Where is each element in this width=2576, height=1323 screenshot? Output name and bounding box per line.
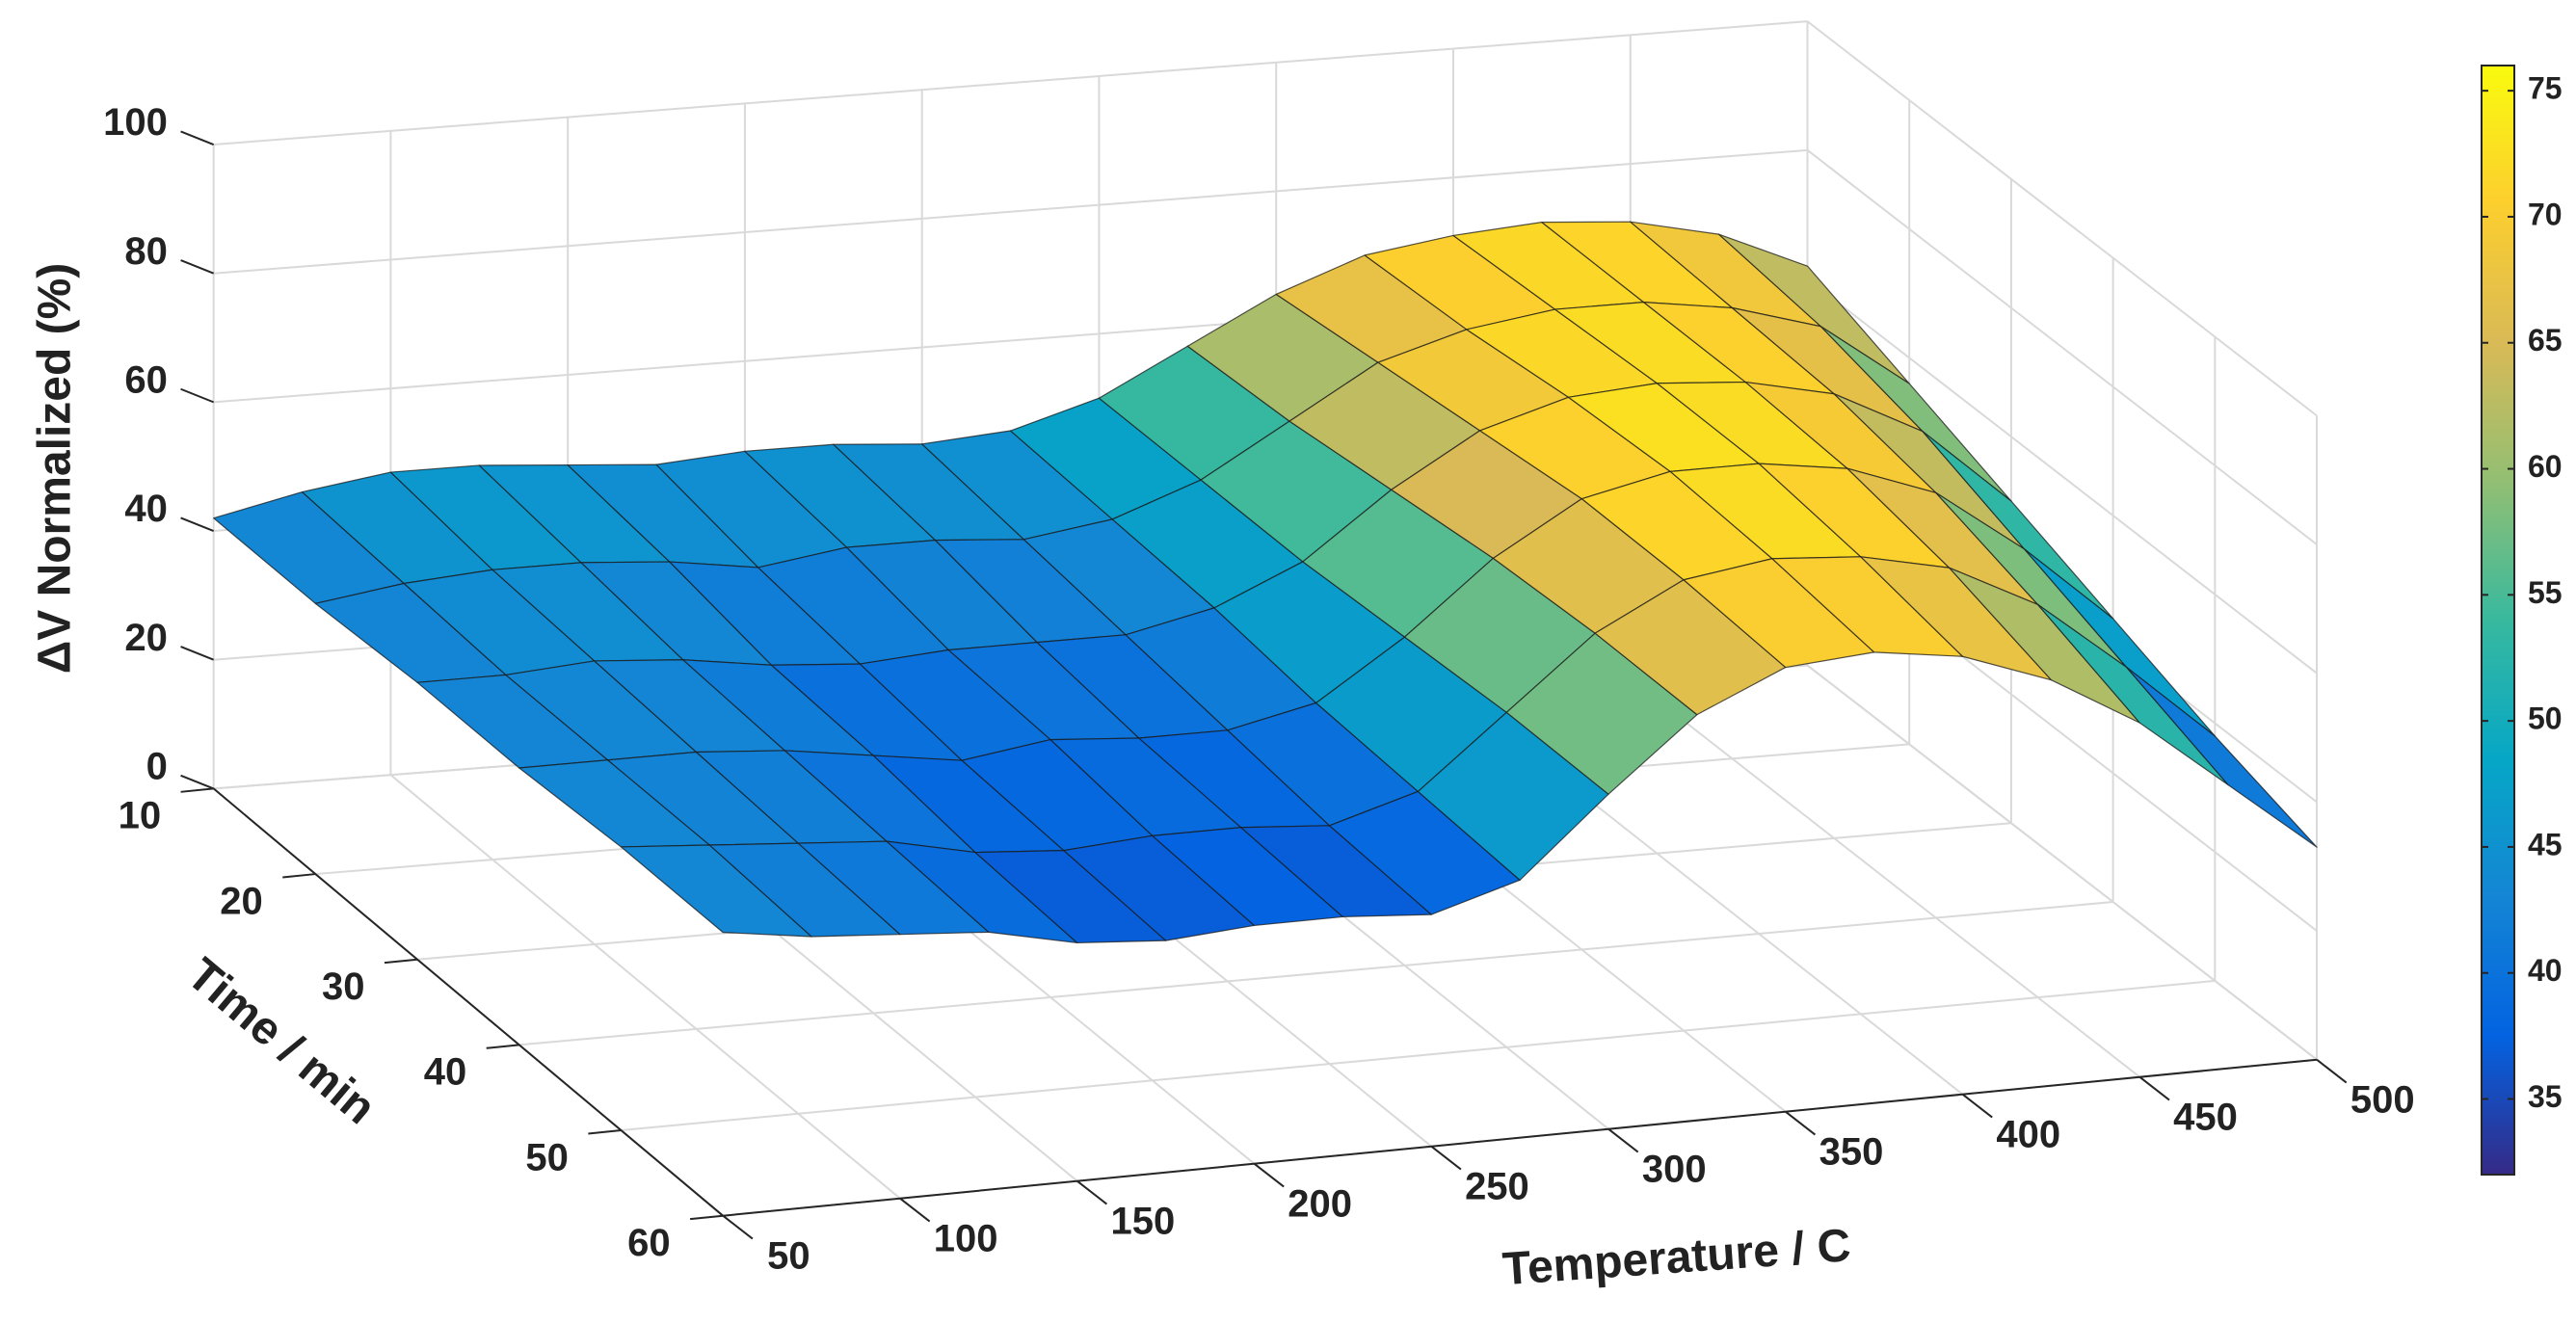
y-tick-label: 10 — [119, 795, 162, 837]
x-tick-label: 400 — [1996, 1114, 2060, 1156]
colorbar-tick-label: 55 — [2528, 575, 2563, 610]
y-tick — [180, 787, 214, 793]
z-tick-label: 80 — [124, 230, 168, 273]
x-axis-label: Temperature / C — [1500, 1220, 1852, 1295]
x-tick — [899, 1197, 931, 1223]
axes: 50 100 150 200 250 300 350 400 450 50010203040506… — [103, 101, 2414, 1277]
y-tick-label: 30 — [322, 966, 365, 1008]
z-tick-label: 20 — [124, 617, 168, 659]
x-tick-label: 150 — [1111, 1201, 1176, 1243]
colorbar-tick-label: 40 — [2528, 953, 2563, 988]
x-tick-label: 100 — [934, 1218, 998, 1260]
x-tick — [1961, 1093, 1993, 1119]
colorbar-tick-label: 45 — [2528, 827, 2563, 861]
grid-line — [213, 20, 1808, 146]
x-tick-label: 50 — [767, 1235, 810, 1278]
x-axis-line — [723, 1058, 2318, 1217]
colorbar-tick-label: 60 — [2528, 449, 2563, 484]
z-tick — [180, 259, 215, 275]
x-tick-label: 300 — [1642, 1149, 1707, 1191]
z-tick — [180, 387, 215, 404]
colorbar-tick-label: 35 — [2528, 1079, 2563, 1114]
grid-line — [1806, 278, 2318, 675]
grid-line — [213, 148, 1808, 275]
y-tick — [588, 1129, 622, 1135]
grid-line — [1806, 20, 2318, 417]
grid-line — [621, 979, 2216, 1132]
surface — [213, 221, 2318, 944]
x-tick-label: 500 — [2350, 1079, 2415, 1122]
x-tick — [2316, 1058, 2348, 1084]
x-tick-label: 450 — [2173, 1097, 2238, 1139]
colorbar-tick-label: 50 — [2528, 701, 2563, 736]
x-tick-label: 250 — [1465, 1166, 1529, 1208]
x-tick — [1253, 1162, 1285, 1188]
colorbar-tick-label: 70 — [2528, 197, 2563, 231]
y-tick — [486, 1044, 519, 1049]
grid-line — [1806, 149, 2318, 545]
x-tick-label: 350 — [1819, 1131, 1884, 1174]
y-tick-label: 60 — [627, 1222, 671, 1264]
z-tick — [180, 130, 215, 146]
y-tick — [384, 958, 418, 965]
grid-line — [1806, 664, 2318, 1061]
colorbar-tick-label: 65 — [2528, 323, 2563, 357]
x-tick — [1076, 1179, 1108, 1205]
grid-line — [518, 901, 2113, 1046]
z-tick — [180, 774, 215, 790]
x-tick — [1785, 1110, 1817, 1136]
grid-line — [1630, 677, 2140, 1078]
grid-line — [389, 774, 901, 1200]
x-tick — [722, 1214, 754, 1240]
z-tick-label: 100 — [103, 101, 168, 144]
y-tick-label: 50 — [525, 1136, 569, 1178]
y-tick — [282, 873, 316, 879]
colorbar: 35 40 45 50 55 60 65 70 75 — [2481, 65, 2563, 1176]
surface-patch — [2125, 666, 2318, 848]
z-axis-label: ΔV Normalized (%) — [30, 263, 81, 675]
y-axis-line — [213, 787, 724, 1217]
colorbar-tick-label: 75 — [2528, 71, 2563, 106]
y-tick-label: 20 — [220, 880, 263, 922]
z-tick-label: 60 — [124, 358, 168, 401]
x-tick — [1607, 1127, 1639, 1153]
x-tick-label: 200 — [1288, 1183, 1352, 1226]
colorbar-scale — [2481, 65, 2515, 1176]
surface-patch — [2036, 603, 2229, 786]
z-tick — [180, 646, 215, 661]
z-tick-label: 0 — [146, 746, 168, 788]
x-tick — [2138, 1075, 2170, 1101]
z-tick — [180, 516, 215, 532]
y-tick — [690, 1214, 724, 1221]
x-tick — [1430, 1145, 1462, 1171]
y-tick-label: 40 — [424, 1051, 467, 1094]
z-tick-label: 40 — [124, 488, 168, 530]
